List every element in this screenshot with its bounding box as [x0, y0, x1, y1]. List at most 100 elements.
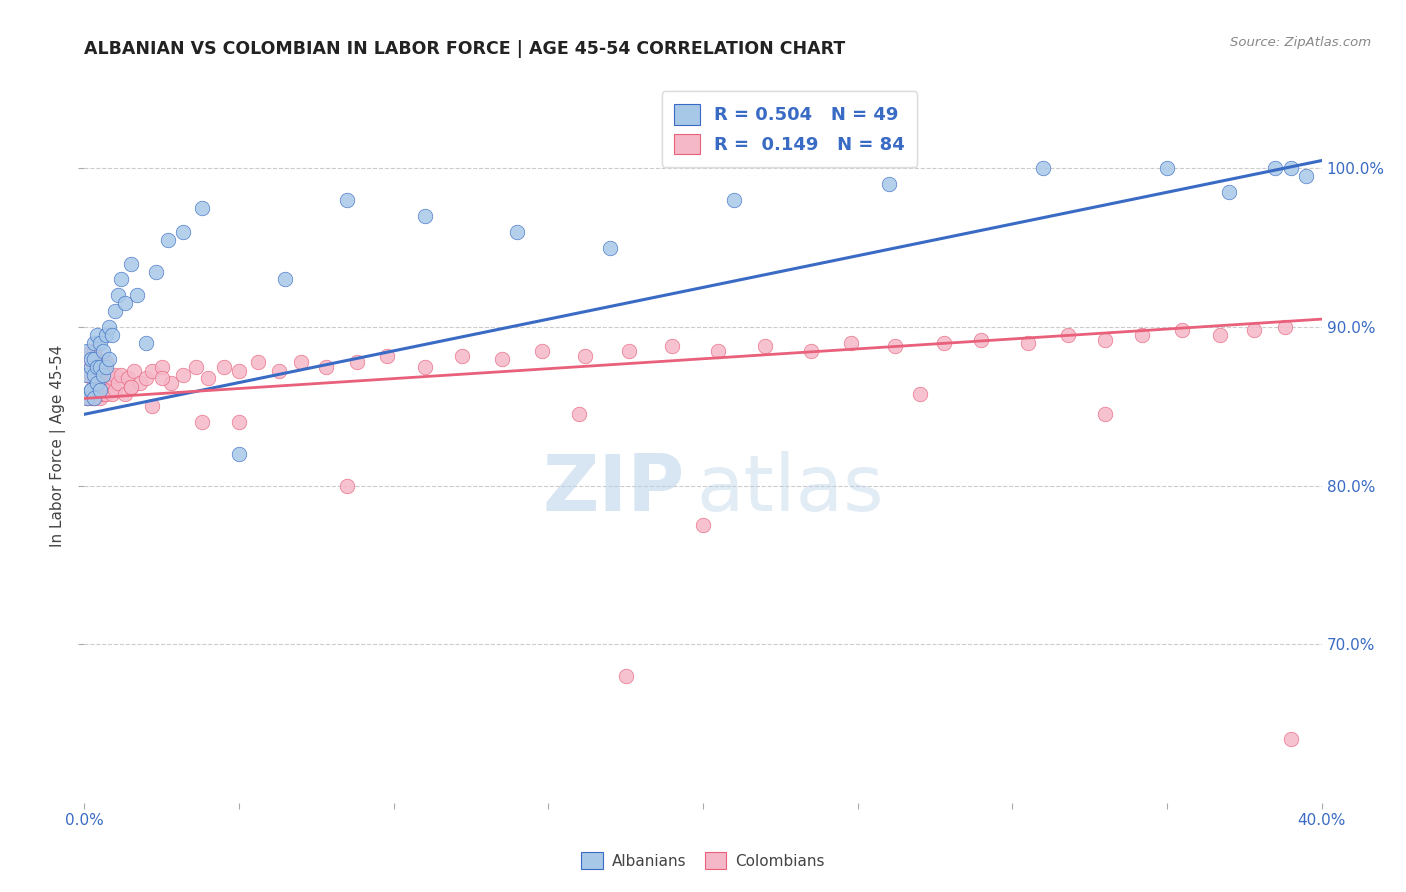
Point: [290, 355, 312, 369]
Point: [79, 351, 101, 366]
Point: [117, 371, 139, 385]
Point: [246, 355, 269, 369]
Point: [531, 343, 554, 358]
Point: [110, 368, 132, 382]
Point: [98, 368, 121, 382]
Point: [79, 384, 101, 398]
Point: [83, 392, 105, 406]
Point: [191, 415, 214, 429]
Point: [79, 368, 101, 382]
Point: [197, 371, 219, 385]
Point: [76, 351, 98, 366]
Point: [122, 364, 145, 378]
Point: [86, 328, 108, 343]
Point: [83, 376, 105, 390]
Point: [101, 328, 124, 343]
Point: [107, 376, 129, 390]
Point: [315, 359, 337, 374]
Point: [617, 343, 640, 358]
Point: [1264, 161, 1286, 176]
Point: [599, 241, 621, 255]
Point: [1156, 161, 1178, 176]
Point: [104, 304, 127, 318]
Point: [883, 339, 905, 353]
Point: [1032, 161, 1054, 176]
Point: [150, 359, 173, 374]
Point: [269, 364, 291, 378]
Point: [491, 351, 513, 366]
Point: [1274, 320, 1296, 334]
Point: [1057, 328, 1080, 343]
Point: [120, 380, 142, 394]
Point: [76, 368, 98, 382]
Point: [104, 384, 127, 398]
Point: [377, 349, 399, 363]
Point: [908, 386, 931, 401]
Point: [754, 339, 776, 353]
Point: [228, 364, 250, 378]
Text: Source: ZipAtlas.com: Source: ZipAtlas.com: [1230, 36, 1371, 49]
Point: [89, 392, 111, 406]
Point: [150, 371, 173, 385]
Point: [98, 351, 121, 366]
Point: [91, 355, 114, 369]
Point: [94, 355, 117, 369]
Point: [79, 392, 101, 406]
Point: [450, 349, 472, 363]
Point: [274, 272, 297, 286]
Point: [141, 400, 163, 414]
Point: [135, 371, 157, 385]
Point: [83, 359, 105, 374]
Point: [94, 386, 117, 401]
Point: [1208, 328, 1230, 343]
Point: [135, 335, 157, 350]
Point: [110, 272, 132, 286]
Point: [76, 392, 98, 406]
Point: [336, 193, 359, 207]
Point: [94, 371, 117, 385]
Point: [1295, 169, 1317, 184]
Point: [101, 386, 124, 401]
Legend: Albanians, Colombians: Albanians, Colombians: [575, 846, 831, 875]
Point: [86, 376, 108, 390]
Point: [79, 343, 101, 358]
Legend: R = 0.504   N = 49, R =  0.149   N = 84: R = 0.504 N = 49, R = 0.149 N = 84: [662, 91, 918, 167]
Point: [98, 320, 121, 334]
Point: [413, 209, 436, 223]
Point: [89, 359, 111, 374]
Text: ALBANIAN VS COLOMBIAN IN LABOR FORCE | AGE 45-54 CORRELATION CHART: ALBANIAN VS COLOMBIAN IN LABOR FORCE | A…: [84, 40, 845, 58]
Point: [83, 368, 105, 382]
Point: [1279, 161, 1302, 176]
Point: [1279, 732, 1302, 747]
Text: ZIP: ZIP: [543, 450, 685, 527]
Point: [120, 380, 142, 394]
Point: [79, 359, 101, 374]
Point: [83, 335, 105, 350]
Point: [1243, 323, 1265, 337]
Point: [125, 288, 148, 302]
Point: [1218, 186, 1240, 200]
Point: [156, 233, 179, 247]
Point: [91, 343, 114, 358]
Point: [692, 518, 714, 533]
Point: [89, 384, 111, 398]
Point: [101, 371, 124, 385]
Point: [1171, 323, 1194, 337]
Point: [228, 447, 250, 461]
Point: [79, 384, 101, 398]
Y-axis label: In Labor Force | Age 45-54: In Labor Force | Age 45-54: [49, 345, 66, 547]
Point: [841, 335, 863, 350]
Point: [145, 264, 167, 278]
Point: [91, 368, 114, 382]
Point: [76, 368, 98, 382]
Point: [129, 376, 152, 390]
Point: [172, 368, 194, 382]
Point: [94, 359, 117, 374]
Point: [94, 328, 117, 343]
Point: [89, 359, 111, 374]
Point: [86, 368, 108, 382]
Point: [212, 359, 235, 374]
Point: [568, 407, 591, 421]
Point: [83, 343, 105, 358]
Point: [98, 384, 121, 398]
